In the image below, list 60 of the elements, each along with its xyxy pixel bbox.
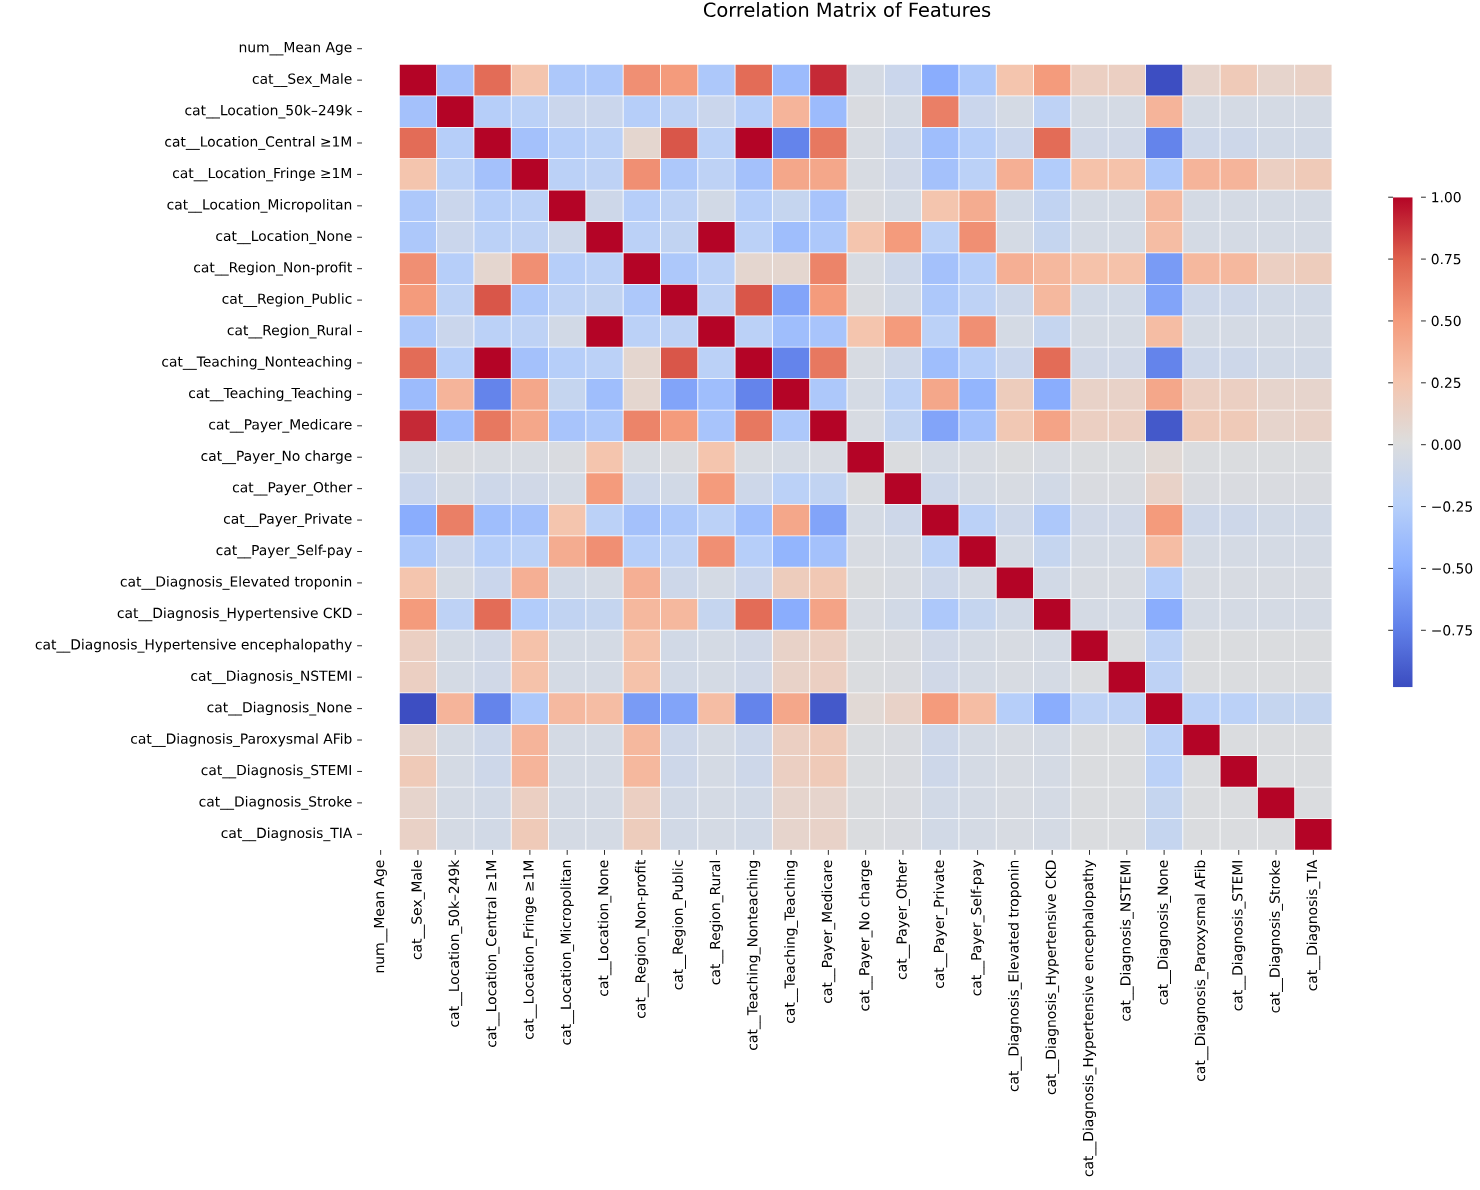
y-tick-label: cat__Location_50k–249k <box>185 104 353 119</box>
y-tick-label: cat__Teaching_Teaching <box>189 387 352 402</box>
y-tick-label: cat__Diagnosis_Elevated troponin <box>120 576 352 590</box>
x-tick-label: cat__Location_None <box>597 860 612 996</box>
color-bar-label: −0.75 <box>1432 625 1472 636</box>
x-tick-label: cat__Payer_Medicare <box>821 860 836 1003</box>
y-tick-label: cat__Diagnosis_Paroxysmal AFib <box>131 733 352 747</box>
x-tick-label: cat__Sex_Male <box>411 860 425 960</box>
y-tick-label: cat__Teaching_Nonteaching <box>162 356 352 370</box>
y-tick-label: cat__Location_Central ≥1M <box>165 136 351 150</box>
y-tick-label: cat__Payer_Other <box>232 481 353 496</box>
x-tick-label: cat__Payer_Private <box>933 860 948 989</box>
y-tick-label: cat__Location_Fringe ≥1M <box>172 167 351 182</box>
x-tick-label: cat__Location_50k–249k <box>448 859 463 1027</box>
y-tick-label: cat__Diagnosis_STEMI <box>201 764 351 779</box>
x-tick-label: cat__Diagnosis_STEMI <box>1231 861 1246 1011</box>
x-tick-label: cat__Payer_No charge <box>858 860 873 1011</box>
y-tick-label: cat__Diagnosis_Stroke <box>199 795 352 810</box>
color-bar-label: 0.50 <box>1431 315 1461 327</box>
y-tick-label: cat__Region_Rural <box>227 324 351 339</box>
x-tick-label: cat__Region_Non-profit <box>634 860 649 1018</box>
x-tick-label: cat__Location_Fringe ≥1M <box>522 861 537 1040</box>
x-tick-label: cat__Location_Micropolitan <box>560 860 575 1045</box>
y-tick-label: cat__Region_Non-profit <box>194 261 352 276</box>
x-tick-label: cat__Diagnosis_Hypertensive encephalopathy <box>1082 860 1097 1177</box>
x-tick-label: cat__Teaching_Teaching <box>784 860 798 1023</box>
color-bar-label: 1.00 <box>1432 191 1461 203</box>
x-tick-label: cat__Diagnosis_Paroxysmal AFib <box>1194 860 1209 1081</box>
y-tick-label: cat__Payer_Private <box>223 513 352 527</box>
x-tick-label: cat__Payer_Self-pay <box>970 860 985 996</box>
y-tick-label: cat__Diagnosis_NSTEMI <box>191 670 351 685</box>
y-tick-label: cat__Diagnosis_Hypertensive CKD <box>117 607 352 622</box>
x-tick-label: cat__Diagnosis_Hypertensive CKD <box>1045 860 1060 1095</box>
y-tick-label: cat__Region_Public <box>222 293 352 307</box>
x-tick-label: cat__Region_Rural <box>709 861 724 985</box>
color-bar-label: −0.25 <box>1432 501 1472 512</box>
y-tick-label: cat__Payer_Self-pay <box>216 544 352 559</box>
y-tick-label: cat__Payer_No charge <box>201 450 352 465</box>
x-tick-label: cat__Diagnosis_Stroke <box>1269 860 1283 1013</box>
y-tick-label: num__Mean Age <box>239 42 352 56</box>
color-bar-label: −0.50 <box>1432 563 1473 574</box>
color-bar-label: 0.00 <box>1431 439 1461 450</box>
x-tick-label: cat__Teaching_Nonteaching <box>746 860 761 1050</box>
x-tick-label: cat__Payer_Other <box>896 859 910 980</box>
x-tick-label: cat__Diagnosis_None <box>1157 860 1171 1005</box>
y-tick-label: cat__Sex_Male <box>252 73 352 88</box>
y-tick-label: cat__Diagnosis_TIA <box>221 827 353 842</box>
color-bar-label: 0.25 <box>1431 377 1461 389</box>
x-tick-label: cat__Diagnosis_Elevated troponin <box>1007 860 1022 1092</box>
x-tick-label: cat__Diagnosis_NSTEMI <box>1119 861 1134 1021</box>
x-tick-label: cat__Diagnosis_TIA <box>1306 859 1321 991</box>
y-tick-label: cat__Location_None <box>216 230 352 245</box>
color-bar-label: 0.75 <box>1431 253 1461 265</box>
y-tick-label: cat__Location_Micropolitan <box>167 198 352 213</box>
y-tick-label: cat__Payer_Medicare <box>209 418 352 433</box>
y-tick-label: cat__Diagnosis_Hypertensive encephalopathy <box>35 638 352 653</box>
y-tick-label: cat__Diagnosis_None <box>207 701 352 716</box>
x-tick-label: cat__Location_Central ≥1M <box>485 861 500 1047</box>
x-tick-label: cat__Region_Public <box>672 860 686 990</box>
chart-title: Correlation Matrix of Features <box>703 2 991 18</box>
